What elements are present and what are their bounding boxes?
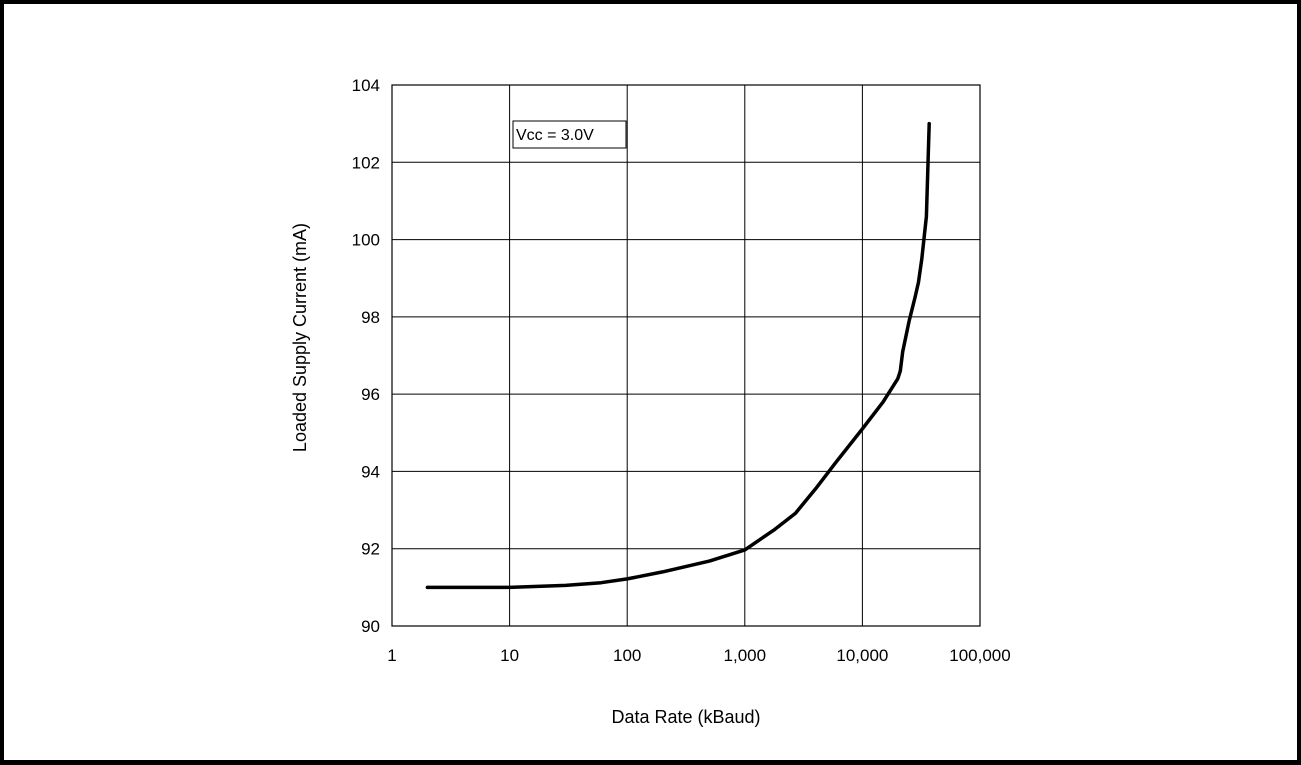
y-tick-label: 96 xyxy=(361,385,380,404)
y-tick-label: 94 xyxy=(361,462,380,481)
grid xyxy=(391,84,981,627)
series-line xyxy=(425,121,931,590)
x-axis-label: Data Rate (kBaud) xyxy=(611,707,760,727)
annotation-box xyxy=(512,120,627,149)
y-tick-label: 98 xyxy=(361,308,380,327)
x-tick-label: 100,000 xyxy=(949,646,1010,665)
y-tick-label: 104 xyxy=(352,76,380,95)
y-tick-label: 102 xyxy=(352,153,380,172)
x-tick-label: 1 xyxy=(387,646,396,665)
y-tick-label: 90 xyxy=(361,617,380,636)
x-tick-label: 10 xyxy=(500,646,519,665)
y-tick-label: 92 xyxy=(361,540,380,559)
x-tick-label: 10,000 xyxy=(836,646,888,665)
y-axis-label: Loaded Supply Current (mA) xyxy=(290,223,310,452)
annotation-label: Vcc = 3.0V xyxy=(516,127,594,144)
plot-area xyxy=(391,84,981,627)
x-tick-label: 100 xyxy=(613,646,641,665)
y-tick-label: 100 xyxy=(352,231,380,250)
x-tick-label: 1,000 xyxy=(724,646,767,665)
x-tick-labels: 1 10 100 1,000 10,000 100,000 xyxy=(387,646,1010,665)
y-tick-labels: 90 92 94 96 98 100 102 104 xyxy=(352,76,380,636)
